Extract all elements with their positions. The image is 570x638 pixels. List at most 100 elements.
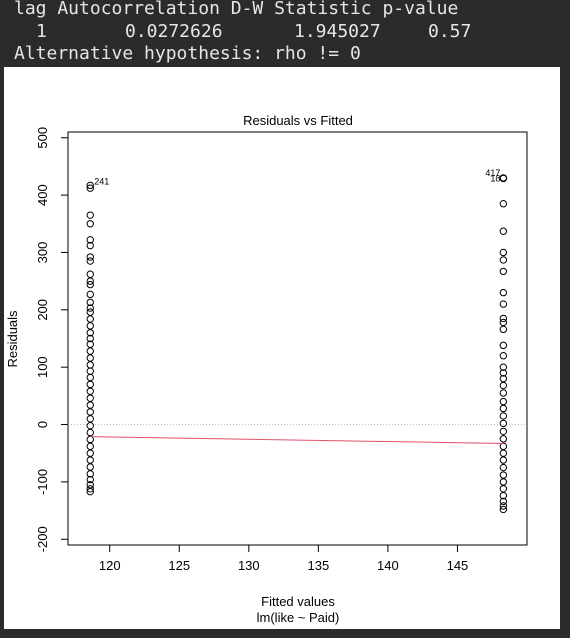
y-tick-label: 100: [35, 356, 50, 378]
data-point: [86, 253, 94, 261]
data-point: [86, 220, 94, 228]
data-point: [86, 280, 94, 289]
data-point: [499, 314, 508, 323]
data-point: [86, 456, 94, 464]
data-point: [86, 401, 94, 409]
data-point: [86, 270, 94, 278]
x-tick-label: 120: [99, 558, 121, 573]
data-point: [86, 361, 94, 369]
y-tick-label: -200: [35, 526, 50, 552]
data-point: [86, 415, 94, 423]
y-tick-label: 300: [35, 242, 50, 264]
y-tick-label: -100: [35, 469, 50, 495]
data-point: [86, 322, 94, 330]
data-point: [499, 352, 508, 360]
data-point: [86, 334, 94, 343]
data-point: [499, 478, 508, 486]
chart-subtitle: lm(like ~ Paid): [257, 610, 340, 625]
y-tick-label: 400: [35, 184, 50, 206]
data-point: [499, 369, 508, 377]
data-point: [499, 381, 508, 390]
data-point: [86, 315, 94, 323]
data-point: [499, 491, 508, 500]
data-point: [499, 227, 508, 235]
data-point: [499, 389, 508, 397]
x-axis-label: Fitted values: [261, 594, 335, 609]
console-output: lag Autocorrelation D-W Statistic p-valu…: [0, 0, 570, 67]
data-point: [86, 236, 94, 244]
chart-title: Residuals vs Fitted: [243, 113, 353, 128]
data-point: [86, 408, 94, 416]
x-tick-label: 140: [377, 558, 399, 573]
data-point: [499, 288, 508, 297]
data-point: [499, 485, 508, 493]
data-point: [499, 200, 508, 208]
x-tick-label: 125: [168, 558, 190, 573]
point-label: 241: [94, 176, 109, 186]
point-label: 417: [485, 168, 500, 178]
data-point: [86, 354, 94, 362]
data-point: [499, 248, 508, 257]
data-point: [499, 456, 508, 464]
data-point: [499, 427, 508, 436]
plot-frame: [67, 131, 528, 546]
dw-statistic-value: 1.945027: [294, 21, 381, 42]
data-point: [86, 367, 94, 375]
data-point: [499, 419, 508, 428]
data-point: [499, 471, 508, 479]
data-point: [86, 485, 94, 493]
plot-window: Residuals vs Fitted Fitted values lm(lik…: [4, 67, 560, 629]
data-point: [86, 463, 94, 471]
data-point: [499, 442, 508, 451]
y-tick-label: 200: [35, 299, 50, 321]
data-point: [86, 241, 94, 250]
data-point: [499, 325, 508, 334]
data-point: [499, 449, 508, 457]
data-point: [86, 181, 94, 190]
data-point: [499, 435, 508, 443]
x-tick-label: 135: [308, 558, 330, 573]
data-point: [86, 347, 94, 355]
data-point: [499, 300, 508, 308]
data-point: [499, 267, 508, 276]
data-point: [86, 184, 94, 192]
data-point: [86, 257, 94, 265]
durbin-watson-header: lag Autocorrelation D-W Statistic p-valu…: [14, 0, 459, 19]
dw-p-value: 0.57: [428, 21, 472, 42]
dw-autocorrelation-value: 0.0272626: [125, 21, 223, 42]
alternative-hypothesis-line: Alternative hypothesis: rho != 0: [14, 43, 361, 64]
data-point: [86, 387, 94, 395]
data-point: [86, 373, 94, 382]
data-point: [499, 412, 508, 420]
data-point: [499, 318, 508, 327]
data-point: [86, 298, 94, 307]
data-point: [499, 404, 508, 413]
data-point: [86, 380, 94, 389]
data-point: [499, 174, 508, 183]
data-point: [86, 449, 94, 457]
data-point: [86, 442, 94, 451]
point-label: 18: [490, 173, 500, 183]
data-point: [86, 428, 94, 437]
data-point: [499, 505, 508, 514]
y-tick-label: 500: [35, 127, 50, 149]
data-point: [86, 435, 94, 444]
data-point: [499, 397, 508, 406]
data-point: [86, 211, 94, 219]
y-tick-label: 0: [35, 421, 50, 428]
data-point: [86, 304, 94, 312]
y-axis-label: Residuals: [5, 310, 20, 368]
data-point: [86, 277, 94, 285]
dw-lag-value: 1: [36, 21, 47, 42]
x-tick-label: 130: [238, 558, 260, 573]
smooth-line: [90, 436, 504, 444]
data-point: [86, 421, 94, 430]
x-tick-label: 145: [447, 558, 469, 573]
data-point: [499, 363, 508, 371]
data-point: [86, 487, 94, 496]
data-point: [499, 502, 508, 510]
data-point: [499, 256, 508, 264]
data-point: [86, 308, 94, 316]
data-point: [499, 497, 508, 506]
data-point: [86, 475, 94, 484]
